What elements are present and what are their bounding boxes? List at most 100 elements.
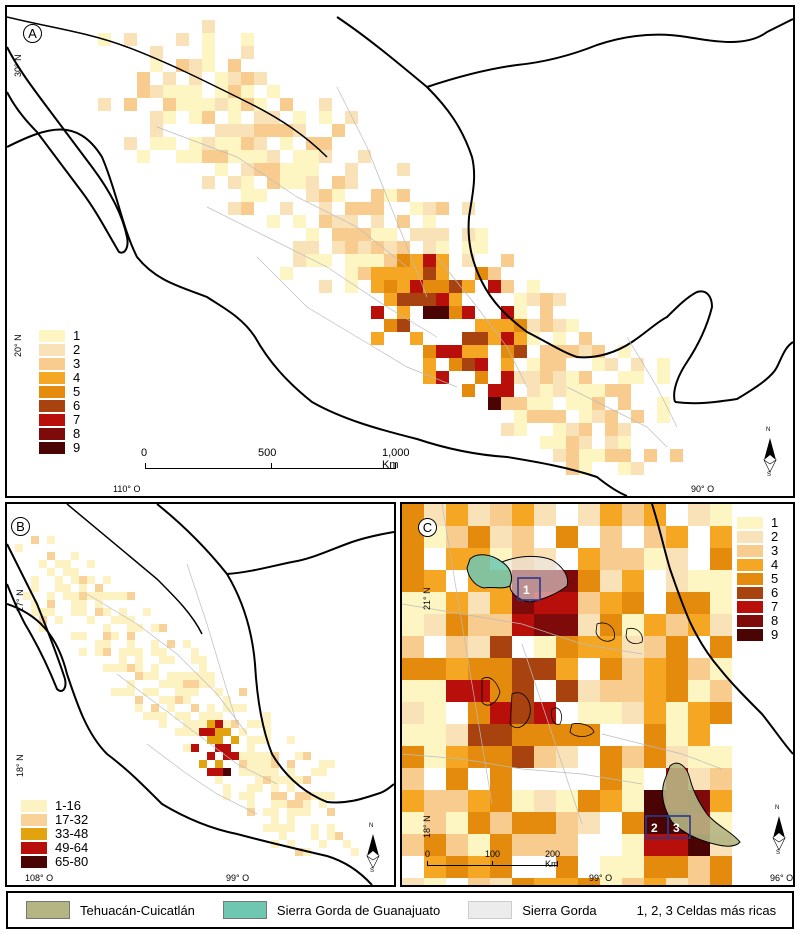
grid-cell (255, 720, 263, 728)
grid-cell (124, 33, 137, 46)
grid-cell (345, 241, 358, 254)
grid-cell (103, 648, 111, 656)
grid-cell (199, 672, 207, 680)
grid-cell (327, 808, 335, 816)
grid-cell (163, 85, 176, 98)
grid-cell (666, 592, 688, 614)
grid-cell (566, 462, 579, 475)
map-b-canvas (7, 504, 394, 885)
grid-cell (23, 592, 31, 600)
grid-cell (490, 878, 512, 885)
north-arrow-icon: N S (759, 427, 781, 480)
grid-cell (287, 840, 295, 848)
grid-cell (63, 584, 71, 592)
grid-cell (657, 358, 670, 371)
grid-cell (644, 614, 666, 636)
grid-cell (319, 202, 332, 215)
grid-cell (468, 812, 490, 834)
frequency-grid-b (15, 536, 359, 856)
grid-cell (150, 59, 163, 72)
grid-cell (402, 834, 424, 856)
grid-cell (287, 736, 295, 744)
grid-cell (475, 228, 488, 241)
grid-cell (436, 202, 449, 215)
grid-cell (127, 624, 135, 632)
panel-letter-c: C (418, 518, 437, 537)
grid-cell (191, 656, 199, 664)
grid-cell (644, 790, 666, 812)
grid-cell (666, 834, 688, 856)
grid-cell (255, 776, 263, 784)
grid-cell (111, 592, 119, 600)
grid-cell (241, 85, 254, 98)
panel-letter-b: B (11, 517, 30, 536)
grid-cell (267, 163, 280, 176)
grid-cell (446, 680, 468, 702)
grid-cell (159, 656, 167, 664)
grid-cell (239, 752, 247, 760)
grid-cell (191, 672, 199, 680)
grid-cell (410, 267, 423, 280)
grid-cell (371, 241, 384, 254)
grid-cell (215, 760, 223, 768)
legend-row: 1 (737, 516, 778, 530)
legend-b: 1-16 17-32 33-48 49-64 65-80 (21, 799, 88, 869)
grid-cell (462, 384, 475, 397)
grid-cell (490, 812, 512, 834)
grid-cell (468, 834, 490, 856)
grid-cell (103, 624, 111, 632)
grid-cell (351, 848, 359, 856)
coastline-gulf-b (156, 504, 394, 804)
grid-cell (424, 724, 446, 746)
grid-cell (631, 371, 644, 384)
legend-row: 4 (39, 371, 80, 385)
grid-cell (468, 746, 490, 768)
grid-cell (345, 215, 358, 228)
grid-cell (490, 834, 512, 856)
grid-cell (159, 696, 167, 704)
grid-cell (71, 552, 79, 560)
grid-cell (191, 704, 199, 712)
grid-cell (644, 724, 666, 746)
grid-cell (255, 768, 263, 776)
grid-cell (207, 672, 215, 680)
grid-cell (449, 280, 462, 293)
grid-cell (280, 267, 293, 280)
grid-cell (319, 280, 332, 293)
grid-cell (578, 636, 600, 658)
grid-cell (79, 576, 87, 584)
grid-cell (87, 576, 95, 584)
legend-row: 8 (737, 614, 778, 628)
grid-cell (189, 150, 202, 163)
grid-cell (79, 632, 87, 640)
grid-cell (566, 371, 579, 384)
legend-swatch (737, 601, 763, 613)
grid-cell (618, 423, 631, 436)
grid-cell (267, 85, 280, 98)
grid-cell (199, 664, 207, 672)
grid-cell (127, 640, 135, 648)
grid-cell (202, 59, 215, 72)
grid-cell (345, 202, 358, 215)
grid-cell (247, 760, 255, 768)
grid-cell (553, 332, 566, 345)
coastline-gulf-c (651, 504, 793, 755)
grid-cell (618, 397, 631, 410)
grid-cell (514, 306, 527, 319)
grid-cell (135, 664, 143, 672)
grid-cell (688, 768, 710, 790)
grid-cell (175, 728, 183, 736)
lon-label-90: 90° O (691, 484, 715, 494)
grid-cell (490, 592, 512, 614)
grid-cell (358, 241, 371, 254)
grid-cell (327, 792, 335, 800)
grid-cell (119, 688, 127, 696)
grid-cell (449, 306, 462, 319)
grid-cell (605, 436, 618, 449)
lon-label-99: 99° O (226, 873, 250, 883)
grid-cell (424, 790, 446, 812)
map-a-canvas (7, 16, 793, 496)
legend-swatch (21, 800, 47, 812)
grid-cell (512, 724, 534, 746)
legend-label: 33-48 (55, 826, 89, 841)
